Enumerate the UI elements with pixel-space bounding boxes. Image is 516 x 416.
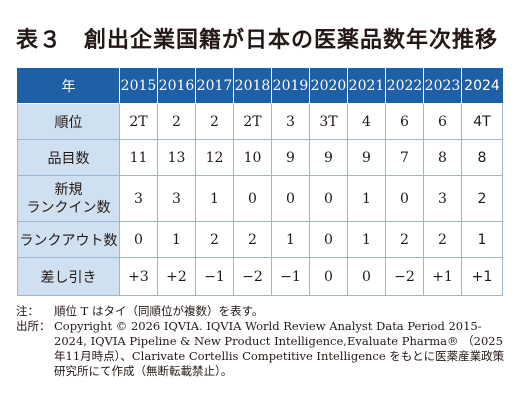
- table-cell: 1: [461, 221, 503, 258]
- header-cell: 年: [17, 68, 120, 104]
- table-cell: +1: [423, 257, 462, 296]
- table-cell: 4: [347, 103, 386, 140]
- header-cell: 2020: [309, 68, 348, 104]
- table-cell: 2: [423, 221, 462, 258]
- row-label: 順位: [17, 103, 120, 140]
- table-cell: 2: [157, 103, 196, 140]
- row-label: 新規 ランクイン数: [17, 175, 120, 222]
- table-cell: 1: [157, 221, 196, 258]
- table-cell: 4T: [461, 103, 503, 140]
- table-cell: +3: [119, 257, 158, 296]
- table-cell: 3: [157, 175, 196, 222]
- table-cell: 2: [195, 221, 234, 258]
- table-cell: 0: [309, 221, 348, 258]
- table-cell: 6: [385, 103, 424, 140]
- table-cell: 2T: [119, 103, 158, 140]
- header-cell: 2015: [119, 68, 158, 104]
- note-line: 注： 順位 T はタイ（同順位が複数）を表す。: [16, 304, 508, 319]
- table-cell: 3: [271, 103, 310, 140]
- table-cell: 2: [233, 221, 272, 258]
- table-cell: 3: [423, 175, 462, 222]
- header-cell: 2016: [157, 68, 196, 104]
- table-cell: 0: [271, 175, 310, 222]
- table-cell: 11: [119, 139, 158, 176]
- table-row: 品目数 11 13 12 10 9 9 9 7 8 8: [17, 139, 503, 176]
- header-cell: 2024: [461, 68, 503, 104]
- table-title: 表３ 創出企業国籍が日本の医薬品数年次推移: [16, 22, 498, 54]
- data-table: 年 2015 2016 2017 2018 2019 2020 2021 202…: [17, 68, 503, 296]
- table-cell: +1: [461, 257, 503, 296]
- row-label: 品目数: [17, 139, 120, 176]
- table-cell: 2T: [233, 103, 272, 140]
- table-cell: 8: [423, 139, 462, 176]
- header-row: 年 2015 2016 2017 2018 2019 2020 2021 202…: [17, 68, 503, 104]
- table-cell: 9: [347, 139, 386, 176]
- table-number: 表３: [16, 28, 63, 53]
- header-cell: 2019: [271, 68, 310, 104]
- table-cell: 9: [271, 139, 310, 176]
- table-cell: 0: [347, 257, 386, 296]
- table-cell: 8: [461, 139, 503, 176]
- source-text: Copyright © 2026 IQVIA. IQVIA World Revi…: [54, 319, 505, 378]
- header-cell: 2017: [195, 68, 234, 104]
- table-cell: 7: [385, 139, 424, 176]
- table-cell: 12: [195, 139, 234, 176]
- table-cell: 1: [195, 175, 234, 222]
- header-cell: 2018: [233, 68, 272, 104]
- row-label-line: 新規: [54, 181, 83, 198]
- table-cell: 3: [119, 175, 158, 222]
- table-cell: 0: [233, 175, 272, 222]
- table-cell: −2: [385, 257, 424, 296]
- table-cell: 0: [385, 175, 424, 222]
- table-cell: 2: [461, 175, 503, 222]
- table-cell: 2: [385, 221, 424, 258]
- table-cell: 0: [309, 175, 348, 222]
- source-line: 出所： Copyright © 2026 IQVIA. IQVIA World …: [16, 319, 508, 379]
- table-cell: 1: [347, 175, 386, 222]
- table-cell: −2: [233, 257, 272, 296]
- table-cell: 3T: [309, 103, 348, 140]
- table-cell: 9: [309, 139, 348, 176]
- table-cell: 10: [233, 139, 272, 176]
- header-cell: 2022: [385, 68, 424, 104]
- table-cell: −1: [271, 257, 310, 296]
- row-label-line: ランクイン数: [26, 199, 111, 216]
- row-label: ランクアウト数: [17, 221, 120, 258]
- table-cell: 0: [309, 257, 348, 296]
- table-cell: 13: [157, 139, 196, 176]
- source-label: 出所：: [16, 319, 51, 333]
- table-cell: 0: [119, 221, 158, 258]
- footnotes: 注： 順位 T はタイ（同順位が複数）を表す。 出所： Copyright © …: [16, 304, 508, 379]
- table-row: 新規 ランクイン数 3 3 1 0 0 0 1 0 3 2: [17, 175, 503, 222]
- row-label: 差し引き: [17, 257, 120, 296]
- header-cell: 2021: [347, 68, 386, 104]
- table-row: ランクアウト数 0 1 2 2 1 0 1 2 2 1: [17, 221, 503, 258]
- table-row: 差し引き +3 +2 −1 −2 −1 0 0 −2 +1 +1: [17, 257, 503, 296]
- note-text: 順位 T はタイ（同順位が複数）を表す。: [54, 304, 264, 318]
- header-cell: 2023: [423, 68, 462, 104]
- table-title-text: 創出企業国籍が日本の医薬品数年次推移: [84, 28, 499, 53]
- table-cell: 1: [347, 221, 386, 258]
- table-cell: −1: [195, 257, 234, 296]
- table-cell: 2: [195, 103, 234, 140]
- table-row: 順位 2T 2 2 2T 3 3T 4 6 6 4T: [17, 103, 503, 140]
- note-label: 注：: [16, 304, 39, 318]
- table-cell: +2: [157, 257, 196, 296]
- table-cell: 1: [271, 221, 310, 258]
- table-cell: 6: [423, 103, 462, 140]
